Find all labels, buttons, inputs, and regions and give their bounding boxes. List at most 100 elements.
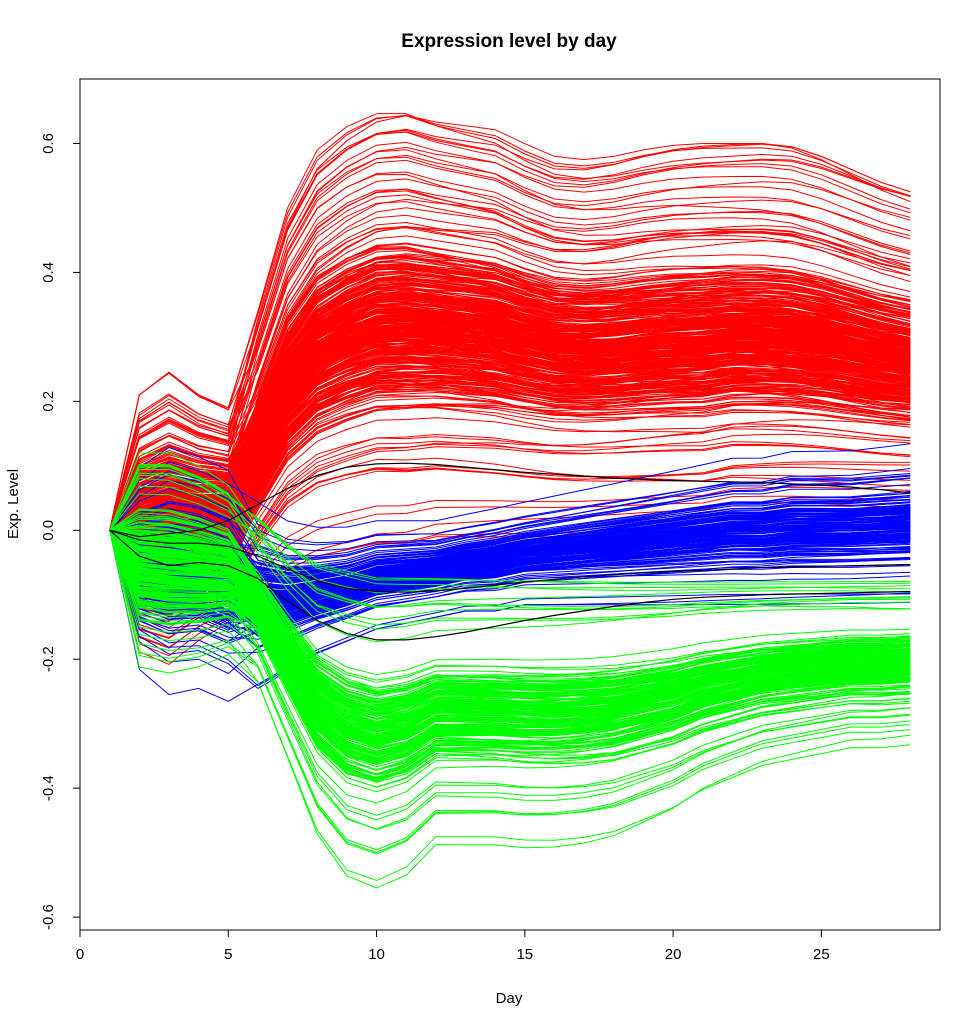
series-line bbox=[109, 221, 911, 531]
series-line bbox=[109, 529, 911, 722]
series-line bbox=[109, 146, 911, 531]
series-line bbox=[109, 226, 911, 531]
series-line bbox=[109, 249, 911, 531]
series-line bbox=[109, 530, 911, 640]
series-line bbox=[109, 262, 911, 531]
x-tick-label: 20 bbox=[665, 946, 682, 963]
series-line bbox=[109, 463, 911, 626]
series-line bbox=[109, 468, 911, 585]
y-tick-label: 0.2 bbox=[40, 391, 57, 412]
series-line bbox=[109, 530, 911, 782]
y-axis: -0.6 -0.4 -0.2 0.0 0.2 0.4 0.6 bbox=[40, 133, 81, 930]
series-line bbox=[109, 525, 911, 631]
series-line bbox=[109, 247, 911, 531]
series-line bbox=[109, 327, 911, 534]
series-line bbox=[109, 530, 911, 830]
series-line bbox=[109, 178, 911, 531]
y-axis-label: Exp. Level bbox=[5, 469, 22, 539]
series-line bbox=[109, 530, 911, 804]
series-line bbox=[109, 529, 911, 752]
series-line bbox=[109, 131, 911, 531]
series-line bbox=[109, 472, 911, 610]
series-line bbox=[109, 149, 911, 531]
x-axis-label: Day bbox=[496, 990, 523, 1007]
series-line bbox=[109, 173, 911, 531]
series-line bbox=[109, 530, 911, 763]
series-line bbox=[109, 530, 911, 851]
series-line bbox=[109, 311, 911, 531]
series-line bbox=[109, 262, 911, 531]
y-tick-label: 0.6 bbox=[40, 133, 57, 154]
series-line bbox=[109, 530, 911, 757]
mean-line-2 bbox=[109, 529, 911, 641]
x-tick-label: 25 bbox=[813, 946, 830, 963]
series-line bbox=[109, 485, 911, 609]
series-line bbox=[109, 530, 911, 771]
series-line bbox=[109, 331, 911, 565]
series-line bbox=[109, 496, 911, 568]
series-line bbox=[109, 227, 911, 531]
y-tick-label: -0.6 bbox=[40, 904, 57, 930]
series-line bbox=[109, 302, 911, 531]
series-line bbox=[109, 353, 911, 547]
series-line bbox=[109, 308, 911, 531]
series-line bbox=[109, 115, 911, 531]
series-line bbox=[109, 493, 911, 608]
series-line bbox=[109, 346, 911, 531]
series-line bbox=[109, 443, 911, 531]
series-line bbox=[109, 530, 911, 775]
x-tick-label: 15 bbox=[516, 946, 533, 963]
series-line bbox=[109, 382, 911, 595]
series-line bbox=[109, 521, 911, 676]
series-line bbox=[109, 433, 911, 598]
series-line bbox=[109, 530, 911, 747]
series-line bbox=[109, 508, 911, 689]
series-line bbox=[109, 473, 911, 561]
y-tick-label: 0.0 bbox=[40, 520, 57, 541]
series-line bbox=[109, 529, 911, 710]
series-line bbox=[109, 272, 911, 531]
series-line bbox=[109, 530, 911, 889]
mean-line-1 bbox=[109, 529, 911, 593]
series-line bbox=[109, 530, 911, 778]
series-line bbox=[109, 474, 911, 546]
series-line bbox=[109, 530, 911, 855]
series-group-2 bbox=[109, 452, 911, 889]
series-line bbox=[109, 530, 911, 654]
series-line bbox=[109, 309, 911, 531]
series-line bbox=[109, 529, 911, 740]
series-line bbox=[109, 529, 911, 737]
series-line bbox=[109, 529, 911, 740]
series-line bbox=[109, 274, 911, 531]
series-line bbox=[109, 342, 911, 549]
series-line bbox=[109, 529, 911, 725]
series-group-0 bbox=[109, 113, 911, 665]
series-line bbox=[109, 288, 911, 531]
series-line bbox=[109, 307, 911, 531]
y-tick-label: -0.2 bbox=[40, 646, 57, 672]
series-line bbox=[109, 530, 911, 783]
mean-line-0 bbox=[109, 462, 911, 538]
series-line bbox=[109, 226, 911, 531]
series-line bbox=[109, 530, 911, 882]
y-tick-label: -0.4 bbox=[40, 775, 57, 801]
x-tick-label: 0 bbox=[76, 946, 84, 963]
chart-title: Expression level by day bbox=[401, 31, 617, 52]
series-line bbox=[109, 530, 911, 738]
series-line bbox=[109, 474, 911, 630]
series-line bbox=[109, 271, 911, 531]
series-line bbox=[109, 198, 911, 531]
series-line bbox=[109, 316, 911, 544]
x-axis: 0 5 10 15 20 25 bbox=[76, 929, 830, 963]
series-line bbox=[109, 530, 911, 687]
y-tick-label: 0.4 bbox=[40, 262, 57, 283]
series-line bbox=[109, 530, 911, 761]
series-line bbox=[109, 401, 911, 590]
x-tick-label: 5 bbox=[224, 946, 232, 963]
series-line bbox=[109, 530, 911, 780]
series-line bbox=[109, 194, 911, 531]
series-line bbox=[109, 529, 911, 714]
series-line bbox=[109, 246, 911, 531]
series-line bbox=[109, 201, 911, 531]
